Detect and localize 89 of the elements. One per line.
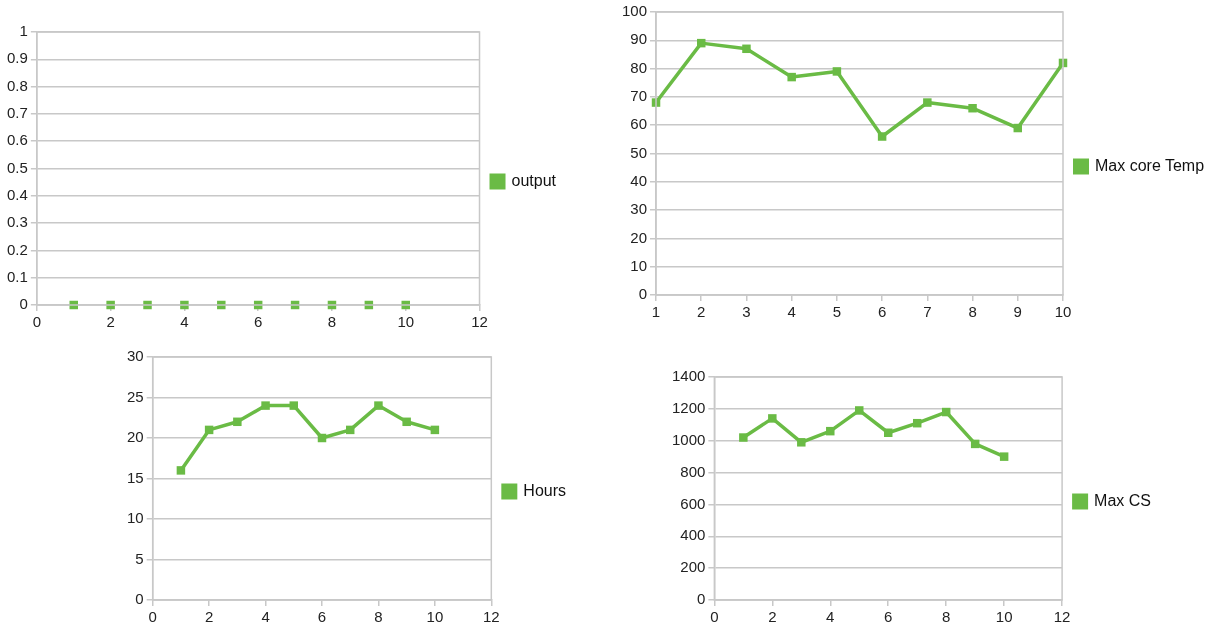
x-tick-label: 12 <box>1053 608 1071 626</box>
y-tick-label: 0.2 <box>6 240 28 258</box>
x-tick-label: 2 <box>106 313 115 331</box>
point <box>923 98 932 107</box>
point <box>877 132 887 141</box>
y-tick-label: 100 <box>622 2 648 20</box>
x-tick-label: 8 <box>968 303 977 321</box>
legend-label: output <box>511 171 557 189</box>
x-tick-label: 4 <box>787 303 796 321</box>
x-tick-label: 0 <box>32 313 42 331</box>
x-tick-label: 7 <box>923 303 932 321</box>
x-tick-label: 2 <box>204 608 214 626</box>
x-tick-label: 12 <box>471 313 488 331</box>
point <box>289 401 299 410</box>
x-tick-label: 10 <box>397 313 415 331</box>
y-tick-label: 1400 <box>671 367 706 385</box>
y-tick-label: 1 <box>19 22 28 40</box>
y-tick-label: 1000 <box>671 430 706 448</box>
y-tick-label: 0.3 <box>6 213 28 231</box>
y-tick-label: 0.6 <box>6 131 28 149</box>
y-tick-label: 15 <box>127 468 144 486</box>
x-tick-label: 2 <box>768 608 777 626</box>
x-tick-label: 8 <box>327 313 337 331</box>
x-tick-label: 6 <box>254 313 263 331</box>
x-tick-label: 9 <box>1013 303 1022 321</box>
y-tick-label: 1200 <box>671 399 706 416</box>
x-tick-label: 4 <box>261 608 270 626</box>
point <box>826 426 835 436</box>
y-tick-label: 0 <box>697 590 706 608</box>
point <box>233 417 242 427</box>
x-tick-label: 4 <box>826 608 835 626</box>
x-tick-label: 6 <box>317 608 327 626</box>
point <box>768 414 777 423</box>
x-tick-label: 8 <box>374 608 383 626</box>
x-tick-label: 10 <box>426 608 444 626</box>
y-tick-label: 40 <box>630 171 648 189</box>
y-tick-label: 90 <box>630 30 648 48</box>
y-tick-label: 0.4 <box>6 185 28 203</box>
x-tick-label: 1 <box>651 303 661 321</box>
point <box>742 44 751 54</box>
y-tick-label: 0.5 <box>6 158 28 176</box>
y-tick-label: 800 <box>680 462 706 480</box>
point <box>855 406 864 415</box>
point <box>261 401 270 410</box>
y-tick-label: 20 <box>630 228 648 246</box>
point <box>797 438 806 447</box>
x-tick-label: 6 <box>877 303 887 321</box>
y-tick-label: 0.1 <box>6 267 28 285</box>
x-tick-label: 10 <box>995 608 1013 626</box>
y-tick-label: 50 <box>630 143 648 161</box>
y-tick-label: 0.7 <box>6 104 28 122</box>
point <box>787 72 796 82</box>
x-tick-label: 12 <box>482 608 500 626</box>
legend-label: Max core Temp <box>1095 156 1205 174</box>
x-tick-label: 0 <box>148 608 157 626</box>
y-tick-label: 200 <box>680 558 706 576</box>
y-tick-label: 600 <box>680 494 706 512</box>
point <box>402 417 411 427</box>
legend-label: Max CS <box>1094 491 1152 509</box>
y-tick-label: 10 <box>127 509 144 527</box>
y-tick-label: 70 <box>630 87 648 105</box>
y-tick-label: 0.8 <box>6 76 28 94</box>
x-tick-label: 10 <box>1054 303 1072 321</box>
x-tick-label: 0 <box>710 608 719 626</box>
x-tick-label: 4 <box>180 313 189 331</box>
y-tick-label: 20 <box>127 428 144 446</box>
y-tick-label: 5 <box>135 549 144 567</box>
x-tick-label: 3 <box>742 303 751 321</box>
point <box>968 103 977 113</box>
point <box>739 433 748 442</box>
x-tick-label: 8 <box>942 608 951 626</box>
y-tick-label: 0 <box>638 285 648 303</box>
x-tick-label: 2 <box>697 303 706 321</box>
x-tick-label: 6 <box>884 608 893 626</box>
legend-label: Hours <box>523 481 567 499</box>
y-tick-label: 30 <box>127 347 144 365</box>
y-tick-label: 80 <box>630 58 648 76</box>
point <box>374 401 383 410</box>
point <box>832 67 842 76</box>
y-tick-label: 30 <box>630 200 648 218</box>
y-tick-label: 0 <box>135 590 144 608</box>
x-tick-label: 5 <box>832 303 842 321</box>
y-tick-label: 10 <box>630 256 648 274</box>
y-tick-label: 0.9 <box>6 49 28 67</box>
y-tick-label: 60 <box>630 115 648 133</box>
y-tick-label: 400 <box>680 526 706 544</box>
y-tick-label: 25 <box>127 387 144 405</box>
point <box>999 452 1009 461</box>
point <box>176 466 186 475</box>
